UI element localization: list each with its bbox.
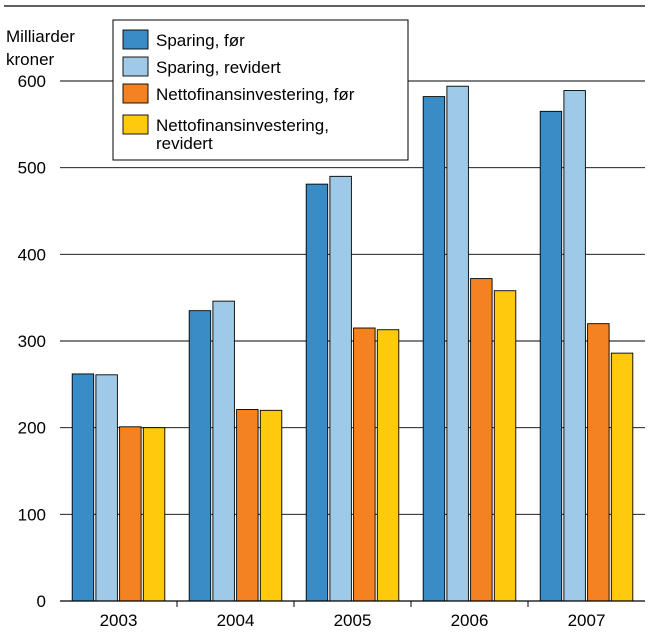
x-tick-label: 2005: [334, 611, 372, 630]
bar-2004-series-3: [236, 409, 259, 602]
legend-swatch-3: [122, 83, 149, 104]
bar-2006-series-2: [446, 85, 469, 602]
bar-2007-series-3: [587, 323, 610, 602]
y-tick-label: 0: [37, 592, 46, 611]
legend-label-4-line-1: Nettofinansinvestering,: [156, 116, 329, 135]
bars: [71, 85, 634, 602]
y-tick-label: 500: [18, 159, 46, 178]
bar-2005-series-4: [376, 329, 400, 602]
legend-swatch-2: [122, 56, 149, 77]
axes: 0 100 200 300 400 500 600 2003 2004 2005 2006 2007: [18, 72, 645, 630]
bar-2003-series-3: [119, 426, 142, 602]
bar-2003-series-2: [95, 374, 118, 602]
y-tick-label: 300: [18, 332, 46, 351]
legend-label-2: Sparing, revidert: [156, 58, 281, 77]
bar-2005-series-2: [329, 175, 352, 602]
y-tick-label: 400: [18, 245, 46, 264]
legend: Sparing, før Sparing, revidert Nettofinans…: [112, 19, 409, 161]
x-tick-label: 2004: [217, 611, 255, 630]
legend-swatch-4: [122, 114, 149, 135]
bar-2007-series-4: [610, 352, 634, 602]
y-tick-label: 600: [18, 72, 46, 91]
bar-2004-series-2: [212, 300, 235, 602]
x-tick-label: 2003: [100, 611, 138, 630]
y-tick-label: 200: [18, 419, 46, 438]
bar-2006-series-4: [493, 290, 517, 602]
bar-2004-series-1: [188, 310, 212, 602]
bar-2005-series-1: [305, 183, 329, 602]
bar-2006-series-3: [470, 278, 493, 602]
x-tick-label: 2006: [451, 611, 489, 630]
x-tick-label: 2007: [568, 611, 606, 630]
y-axis-title-line-2: kroner: [6, 50, 55, 69]
legend-label-3: Nettofinansinvestering, før: [156, 85, 355, 104]
legend-box: [112, 19, 409, 161]
legend-swatch-1: [122, 29, 149, 50]
y-tick-label: 100: [18, 505, 46, 524]
bar-2004-series-4: [259, 409, 283, 602]
y-axis-title-line-1: Milliarder: [6, 27, 75, 46]
legend-label-1: Sparing, før: [156, 31, 245, 50]
bar-2007-series-2: [563, 90, 586, 602]
legend-label-4-line-2: revidert: [156, 134, 213, 153]
bar-2005-series-3: [353, 327, 376, 602]
bar-2003-series-4: [142, 427, 166, 602]
bar-2007-series-1: [539, 110, 563, 602]
bar-2003-series-1: [71, 373, 95, 602]
bar-2006-series-1: [422, 96, 446, 602]
